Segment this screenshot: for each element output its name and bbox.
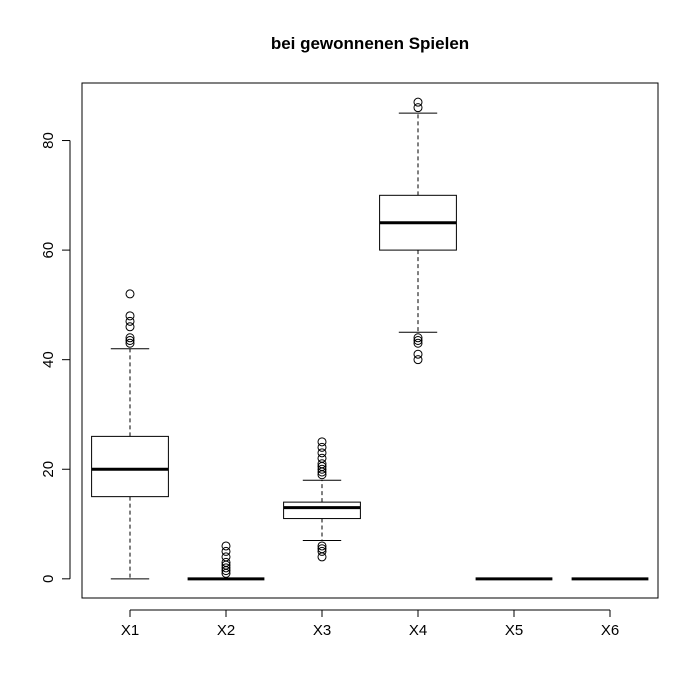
- outlier-point: [317, 442, 327, 452]
- outlier-point: [221, 546, 231, 556]
- y-tick-label: 20: [40, 461, 57, 478]
- outlier-point: [125, 336, 135, 345]
- outlier-point: [125, 333, 135, 343]
- outlier-point: [125, 311, 135, 321]
- x-tick-label: X6: [601, 622, 619, 639]
- outlier-point: [125, 322, 135, 332]
- outlier-point: [317, 464, 327, 474]
- outlier-point: [317, 546, 327, 556]
- x-tick-label: X2: [217, 622, 235, 639]
- outlier-point: [317, 453, 327, 463]
- box-x3: [283, 437, 361, 562]
- outlier-point: [125, 316, 135, 326]
- outlier-point: [317, 541, 327, 551]
- x-tick-label: X4: [409, 622, 427, 639]
- y-tick-label: 0: [40, 575, 57, 583]
- box-x4: [379, 97, 457, 365]
- y-tick-label: 60: [40, 242, 57, 259]
- boxes-group: [91, 97, 649, 581]
- outlier-point: [413, 333, 423, 343]
- plot-frame: [81, 82, 659, 599]
- x-tick-label: X1: [121, 622, 139, 639]
- outlier-point: [221, 563, 231, 573]
- x-axis: X1 X2 X3 X4 X5 X6: [121, 609, 619, 639]
- outlier-point: [317, 448, 327, 458]
- outlier-point: [413, 338, 423, 348]
- outlier-point: [413, 349, 423, 359]
- y-axis: 0 20 40 60 80: [40, 132, 71, 583]
- outlier-point: [413, 97, 423, 107]
- box-iqr: [91, 435, 169, 498]
- outlier-point: [221, 541, 231, 551]
- x-tick-label: X5: [505, 622, 523, 639]
- box-iqr: [283, 501, 361, 520]
- outlier-point: [125, 289, 135, 299]
- outlier-point: [317, 459, 327, 469]
- outlier-point: [317, 437, 327, 447]
- box-x2: [187, 541, 265, 581]
- outlier-point: [221, 552, 231, 562]
- outlier-point: [125, 338, 135, 348]
- chart-title: bei gewonnenen Spielen: [271, 34, 469, 53]
- y-tick-label: 80: [40, 132, 57, 149]
- y-tick-label: 40: [40, 351, 57, 368]
- box-x1: [91, 289, 169, 580]
- outlier-point: [413, 355, 423, 365]
- outlier-point: [317, 544, 327, 554]
- outlier-point: [221, 557, 231, 567]
- outlier-point: [413, 336, 423, 345]
- x-tick-label: X3: [313, 622, 331, 639]
- outlier-point: [413, 103, 423, 113]
